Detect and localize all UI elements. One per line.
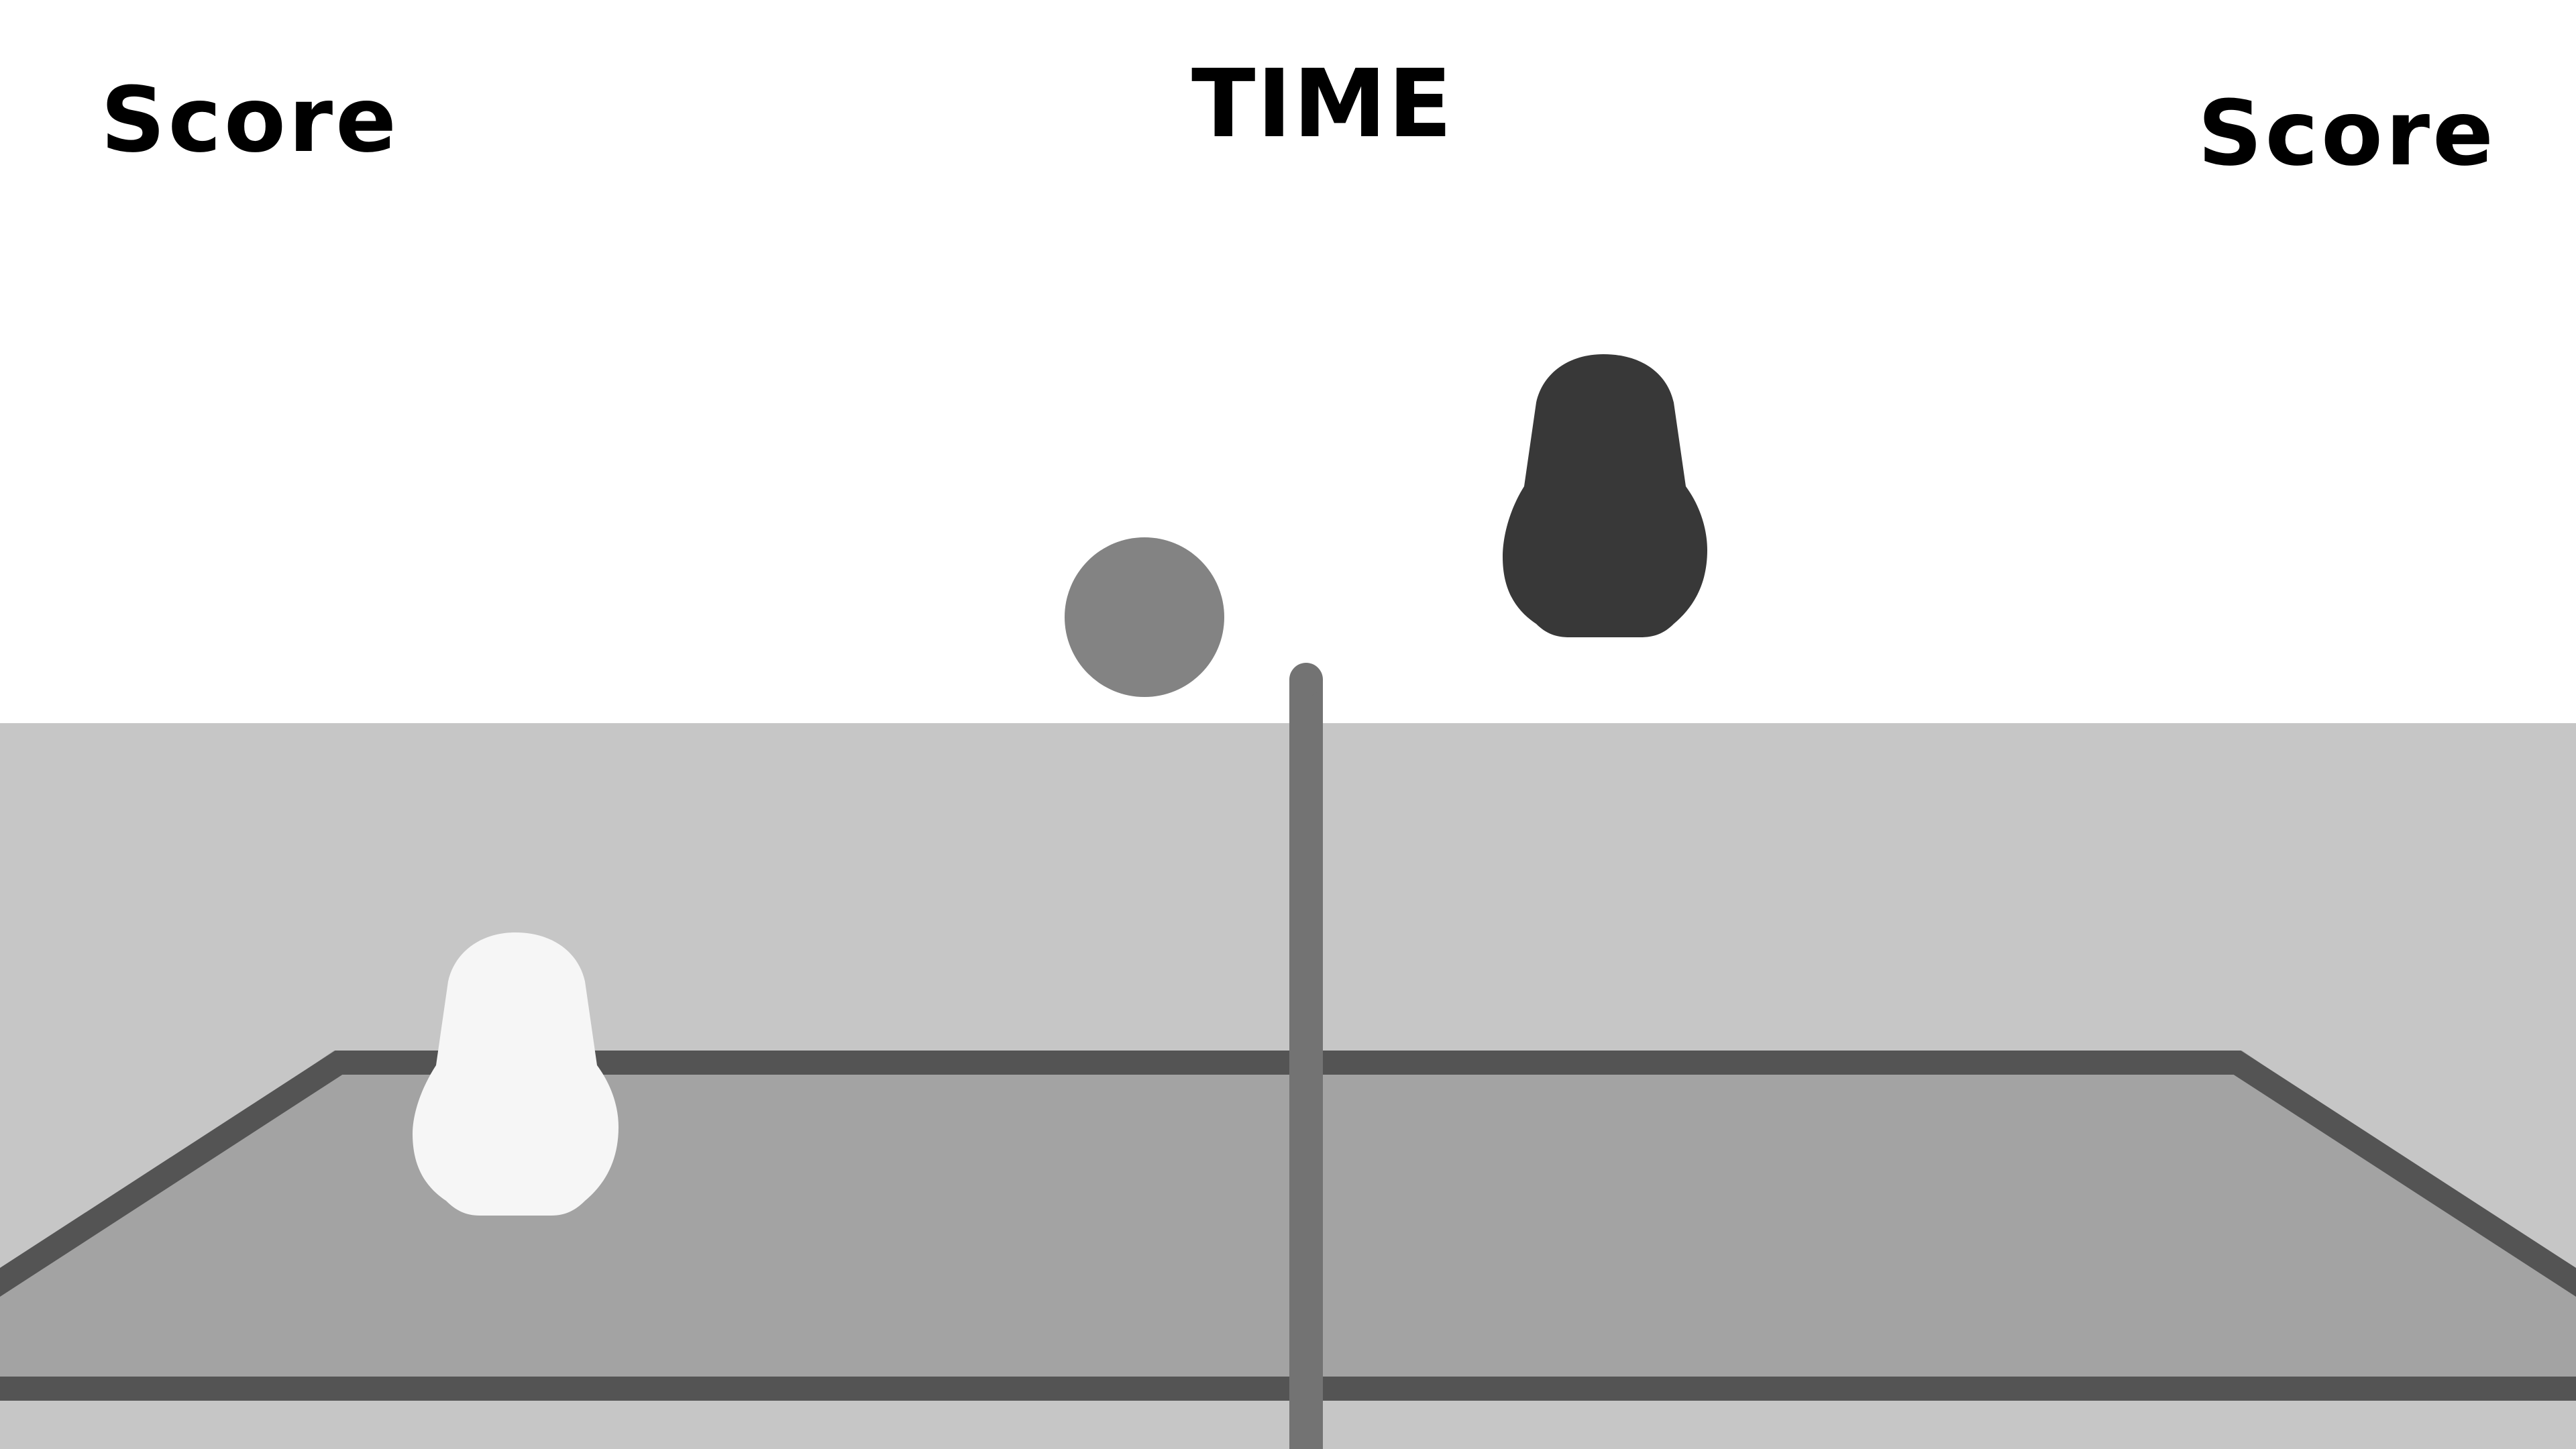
sky-background bbox=[0, 0, 2576, 724]
net-post bbox=[1289, 679, 1323, 1449]
court-border-front bbox=[0, 1377, 2576, 1401]
ball bbox=[1065, 537, 1224, 697]
time-label: TIME bbox=[1191, 50, 1454, 159]
net-post-cap bbox=[1289, 663, 1323, 696]
court-surface bbox=[0, 1051, 2576, 1390]
left-score-label: Score bbox=[101, 68, 399, 172]
player-left bbox=[413, 932, 619, 1216]
court-border-top bbox=[0, 1051, 2576, 1297]
right-score-label: Score bbox=[2198, 81, 2496, 186]
player-right bbox=[1503, 354, 1707, 637]
